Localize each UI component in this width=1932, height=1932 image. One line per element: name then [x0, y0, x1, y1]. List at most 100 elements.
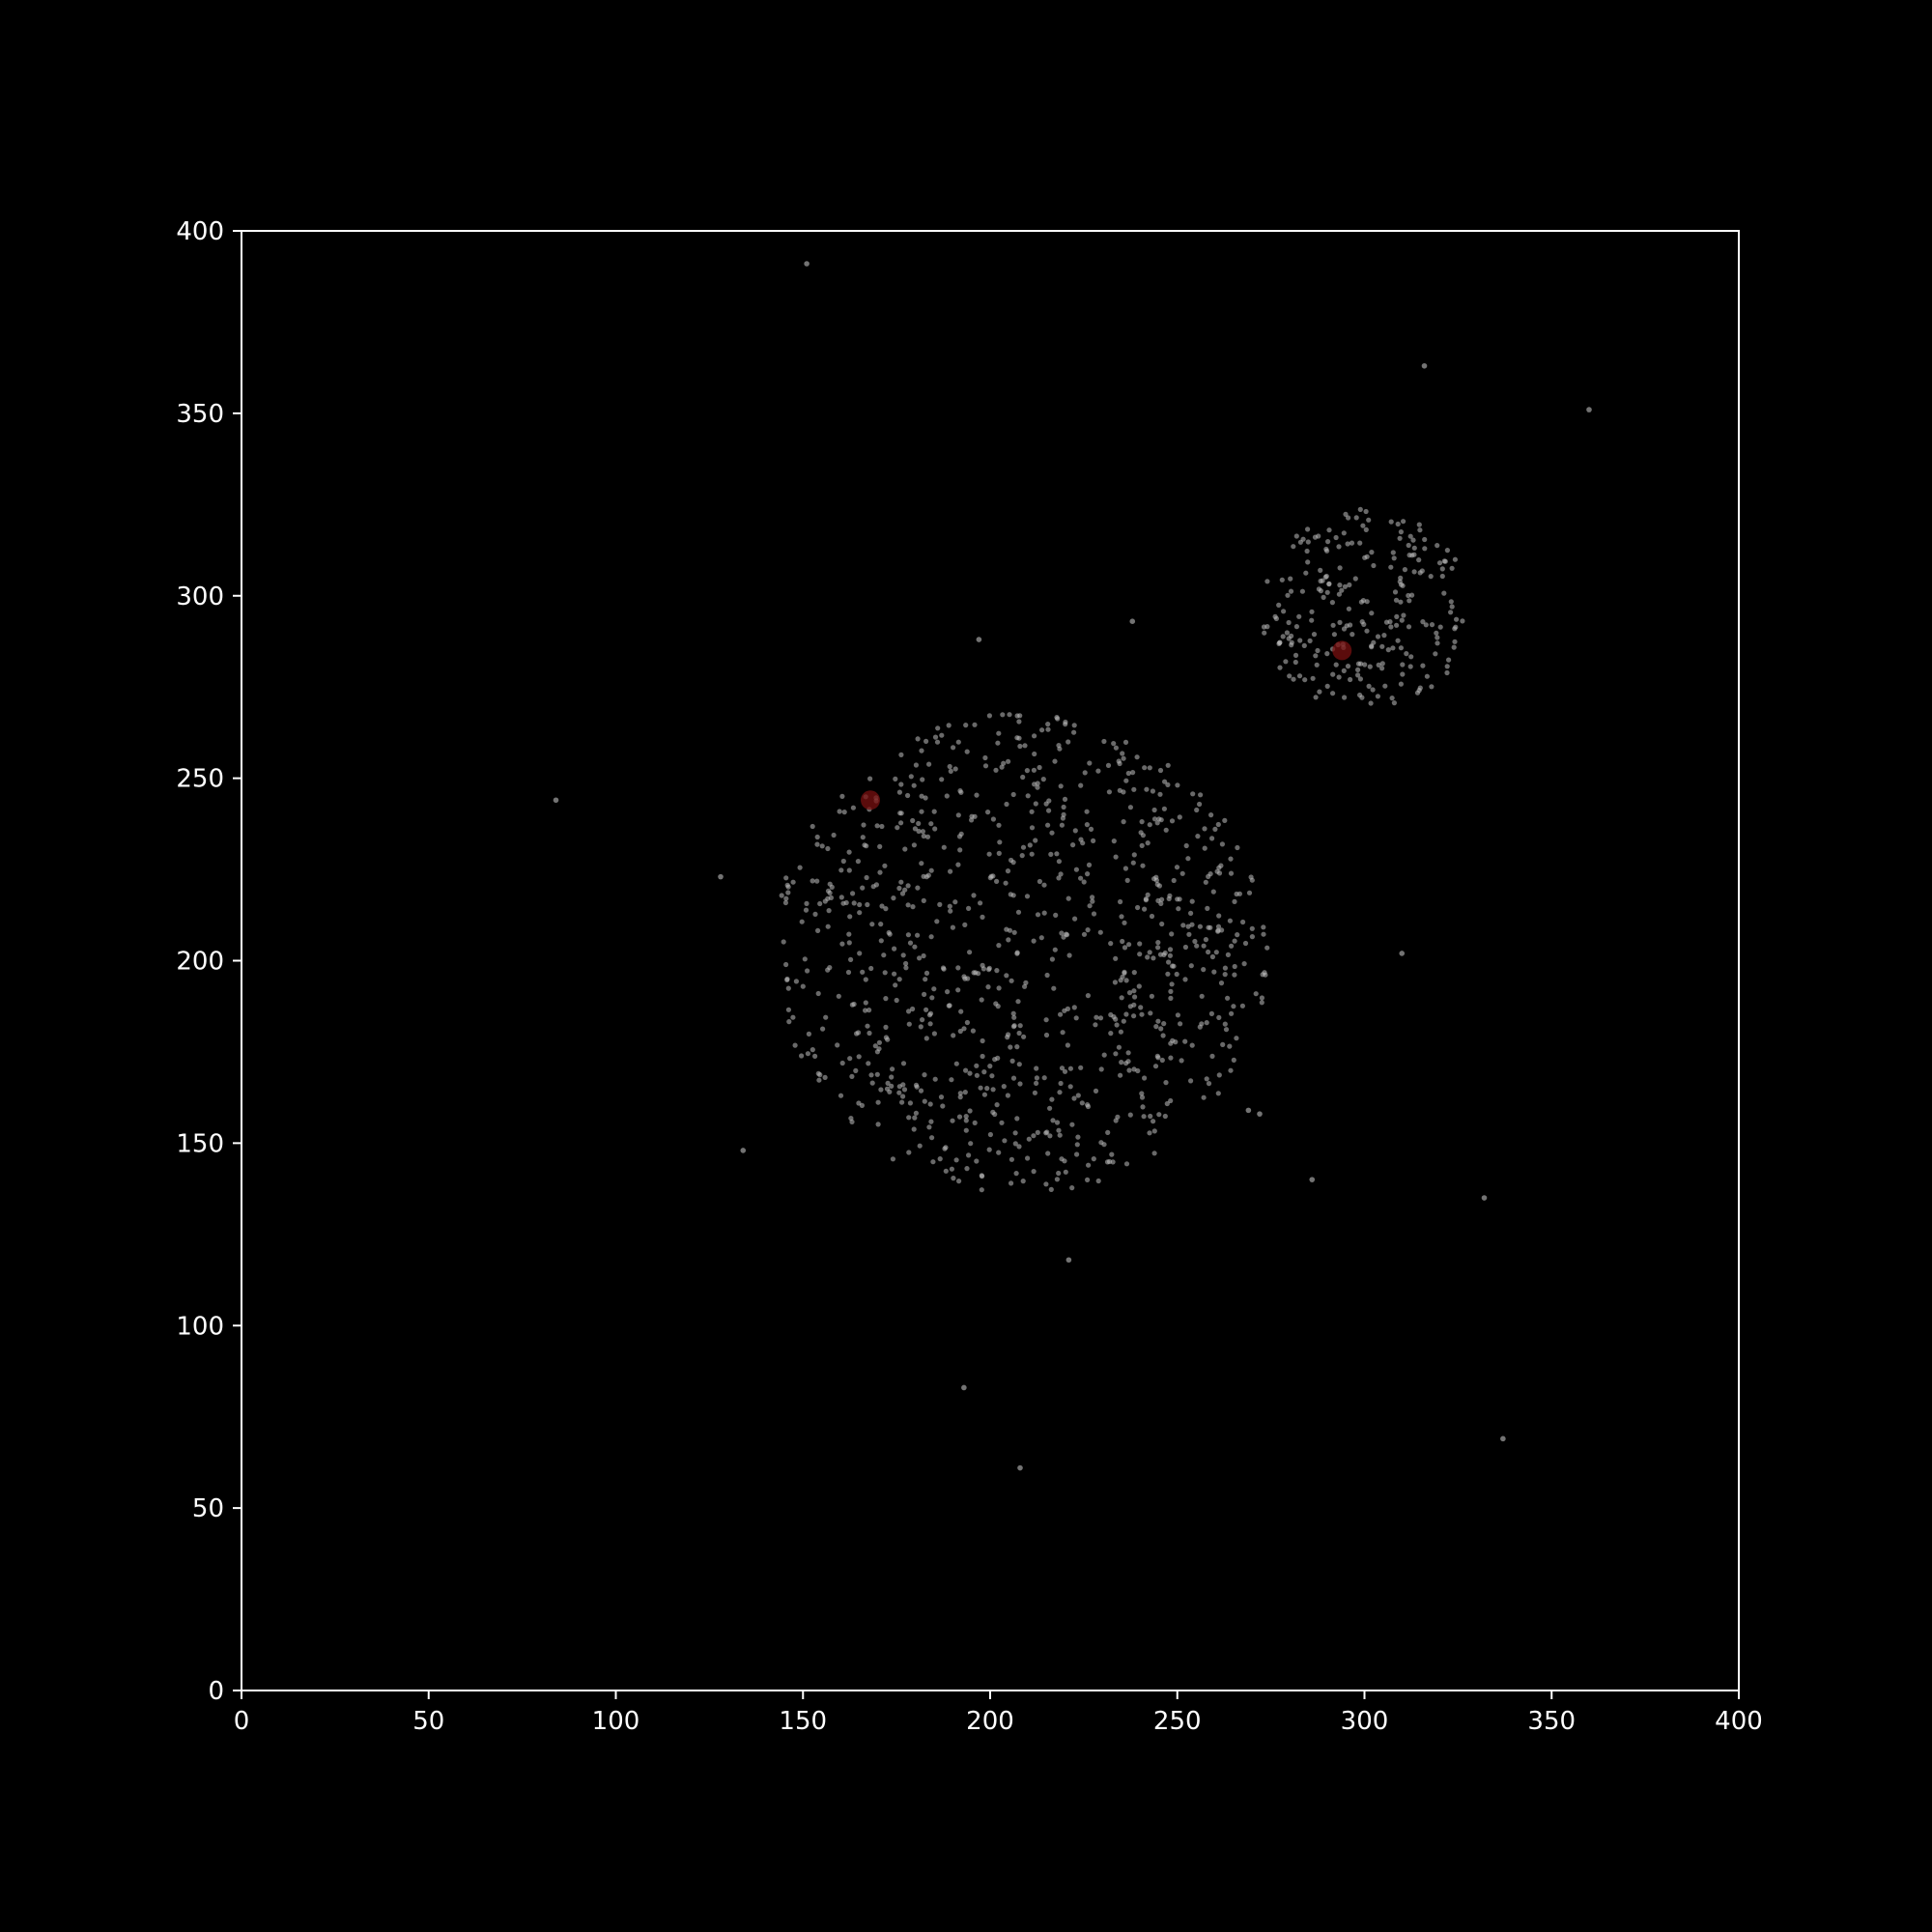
data-point: [1287, 673, 1293, 679]
data-point: [1032, 1090, 1037, 1095]
data-point: [1066, 952, 1072, 958]
data-point: [1069, 1185, 1075, 1191]
data-point: [920, 829, 926, 835]
data-point: [804, 900, 810, 907]
data-point: [1085, 927, 1091, 933]
data-point: [923, 874, 929, 880]
data-point: [864, 874, 869, 881]
data-point: [1291, 676, 1296, 682]
data-point: [949, 1077, 954, 1083]
data-point: [802, 956, 808, 962]
data-point: [1116, 1044, 1122, 1050]
data-point: [1330, 691, 1336, 696]
data-point: [1241, 961, 1247, 967]
data-point: [1004, 801, 1009, 808]
data-point: [1451, 644, 1457, 650]
data-point: [1009, 1180, 1014, 1186]
data-point: [1225, 952, 1231, 958]
data-point: [1313, 695, 1319, 700]
data-point: [912, 944, 918, 950]
data-point: [1022, 743, 1028, 749]
data-point: [883, 906, 889, 912]
data-point: [1119, 995, 1124, 1001]
data-point: [1155, 1055, 1161, 1061]
data-point: [953, 1061, 959, 1066]
data-point: [1302, 677, 1308, 683]
data-point: [1414, 690, 1421, 696]
data-point: [905, 932, 912, 938]
data-point: [1231, 1004, 1236, 1009]
data-point: [916, 820, 922, 827]
data-point: [898, 820, 904, 826]
data-point: [1208, 812, 1214, 818]
data-point: [1087, 760, 1093, 766]
data-point: [943, 1168, 949, 1174]
data-point: [1449, 604, 1455, 610]
data-point: [1142, 765, 1148, 771]
data-point: [1137, 941, 1143, 947]
data-point: [950, 1118, 955, 1123]
data-point: [1074, 1142, 1080, 1148]
data-point: [1209, 953, 1215, 960]
data-point: [907, 1100, 914, 1106]
data-point: [1005, 1035, 1010, 1040]
data-point: [1151, 955, 1156, 961]
data-point: [1041, 1075, 1047, 1081]
data-point: [900, 952, 906, 958]
data-point: [1188, 910, 1194, 917]
data-point: [1148, 1113, 1153, 1120]
data-point: [1439, 566, 1445, 572]
data-point: [1075, 1134, 1081, 1140]
data-point: [1218, 980, 1225, 986]
data-point: [1300, 536, 1306, 542]
data-point: [1159, 921, 1165, 927]
data-point: [896, 885, 902, 892]
data-point: [1348, 622, 1353, 628]
data-point: [1017, 713, 1023, 719]
data-point: [903, 965, 909, 971]
data-point: [846, 931, 852, 937]
data-point: [863, 977, 868, 982]
data-point: [1035, 1129, 1040, 1135]
data-point: [1043, 1130, 1049, 1136]
data-point: [1010, 1010, 1016, 1016]
data-point: [1122, 866, 1128, 871]
data-point: [1394, 613, 1400, 620]
data-point: [1119, 914, 1124, 920]
data-point: [1249, 877, 1255, 883]
data-point: [1211, 969, 1217, 975]
data-point: [919, 748, 924, 753]
data-point: [1285, 592, 1291, 598]
data-point: [1453, 624, 1459, 630]
data-point: [1182, 944, 1188, 951]
data-point: [946, 723, 952, 728]
data-point: [1052, 947, 1058, 952]
data-point: [1039, 727, 1045, 733]
data-point: [1439, 573, 1445, 580]
data-point: [1286, 619, 1292, 626]
data-point: [1087, 903, 1093, 909]
data-point: [1101, 1142, 1107, 1148]
data-point: [926, 1012, 933, 1018]
data-point: [990, 816, 996, 822]
data-point: [1056, 875, 1062, 881]
data-point: [1395, 521, 1401, 527]
data-point: [863, 1000, 868, 1006]
data-point: [1113, 1016, 1119, 1022]
data-point: [839, 941, 845, 947]
data-point: [1147, 822, 1152, 828]
data-point: [1417, 685, 1423, 691]
data-point: [848, 956, 854, 963]
data-point: [963, 723, 969, 728]
x-axis: 0 50 100 150 200 250 300 350 400: [234, 1690, 1763, 1736]
data-point: [1379, 666, 1385, 671]
data-point: [1355, 667, 1361, 673]
data-point: [979, 997, 984, 1003]
data-point: [881, 952, 887, 958]
data-point: [1140, 833, 1146, 838]
data-point: [839, 793, 845, 800]
data-point: [847, 1056, 853, 1062]
data-point: [846, 940, 852, 946]
data-point: [986, 713, 992, 719]
